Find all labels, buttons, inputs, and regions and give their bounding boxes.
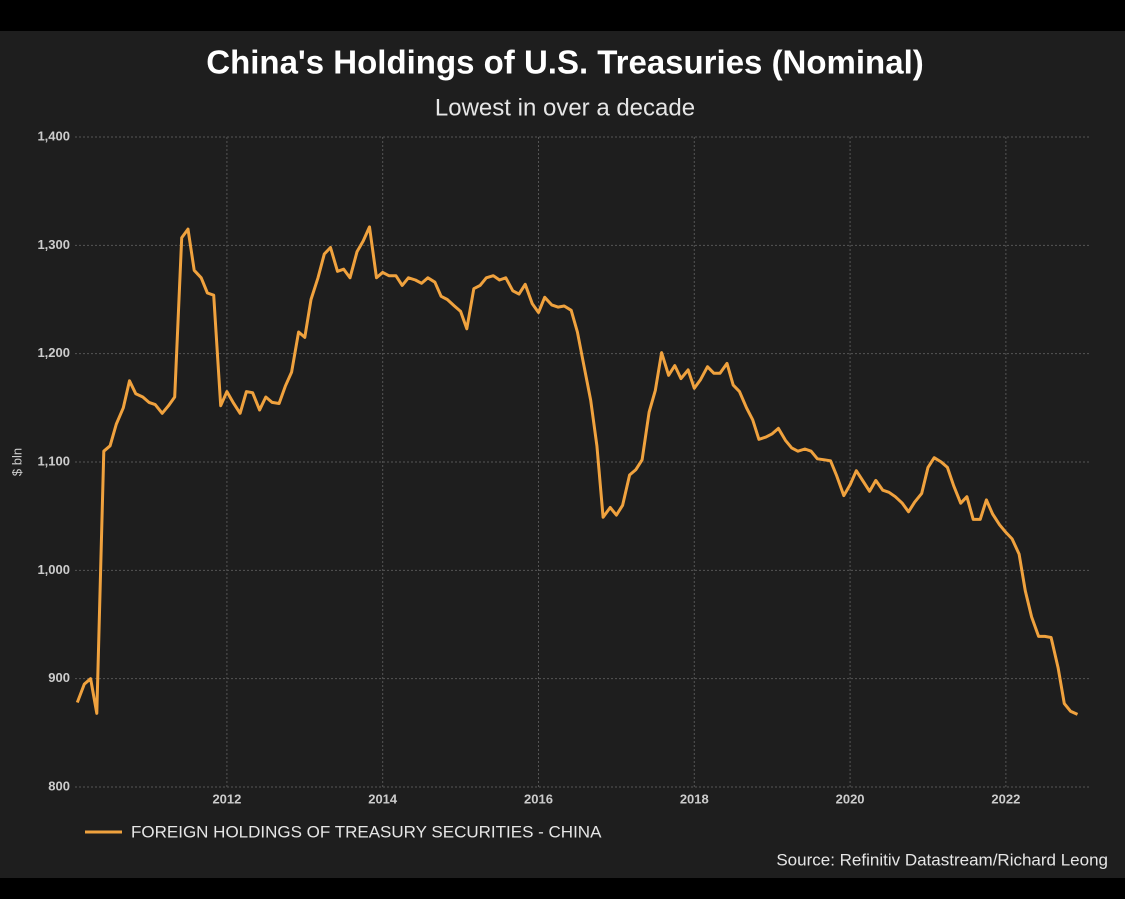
source: Source: Refinitiv Datastream/Richard Leo… [776, 850, 1108, 869]
y-tick-label: 1,100 [37, 453, 70, 468]
x-tick-label: 2022 [991, 791, 1020, 806]
chart-subtitle: Lowest in over a decade [435, 94, 695, 121]
x-tick-label: 2018 [680, 791, 709, 806]
y-axis-label: $ bln [9, 448, 24, 476]
y-tick-label: 800 [48, 778, 70, 793]
x-tick-label: 2012 [212, 791, 241, 806]
chart-title: China's Holdings of U.S. Treasuries (Nom… [206, 44, 923, 81]
y-tick-label: 900 [48, 670, 70, 685]
background [0, 31, 1125, 878]
x-tick-label: 2020 [836, 791, 865, 806]
x-tick-label: 2014 [368, 791, 398, 806]
y-tick-label: 1,000 [37, 562, 70, 577]
x-tick-label: 2016 [524, 791, 553, 806]
y-tick-label: 1,300 [37, 237, 70, 252]
data-line [75, 225, 1079, 716]
legend-label: FOREIGN HOLDINGS OF TREASURY SECURITIES … [131, 822, 602, 841]
y-tick-label: 1,200 [37, 345, 70, 360]
y-tick-label: 1,400 [37, 128, 70, 143]
